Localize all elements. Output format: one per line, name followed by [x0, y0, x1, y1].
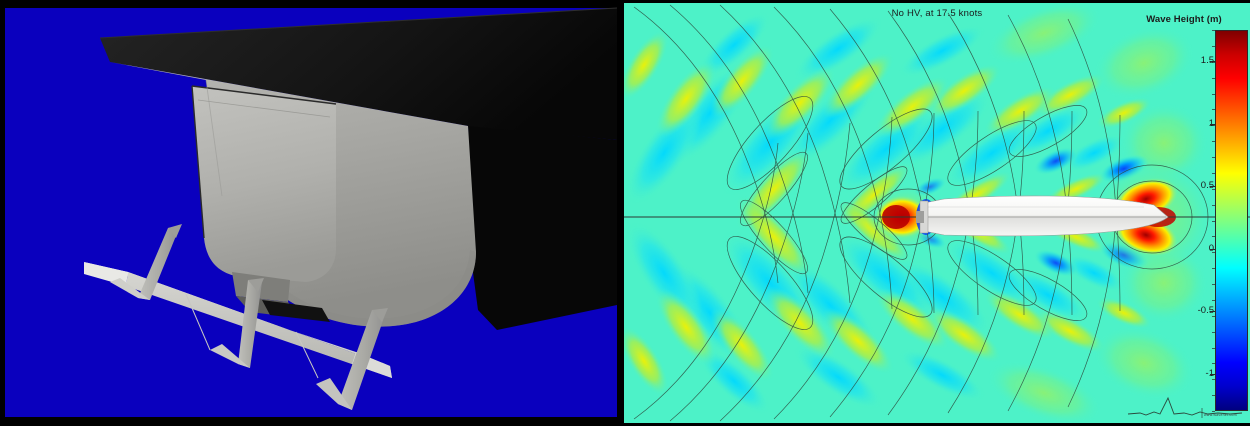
- plot-title: No HV, at 17.5 knots: [891, 8, 983, 19]
- colorbar-minor-tick: [1212, 45, 1215, 47]
- colorbar-minor-tick: [1212, 268, 1215, 270]
- colorbar-minor-tick: [1212, 331, 1215, 333]
- strut-middle: [210, 280, 262, 368]
- hull-side-shell-dark: [468, 125, 617, 330]
- colorbar-minor-tick: [1212, 77, 1215, 79]
- colorbar-tick-label: 0: [1209, 243, 1214, 254]
- colorbar-tick-label: 0.5: [1200, 180, 1214, 192]
- ship-hull-planform: [916, 195, 1169, 237]
- colorbar-minor-tick: [1212, 157, 1215, 158]
- strut-aft: [316, 310, 386, 410]
- wake-lobes-upper: [624, 3, 1208, 231]
- colorbar-tick-mark: [1210, 123, 1215, 125]
- hull-deck-top: [99, 7, 618, 140]
- colorbar-tick-mark: [1210, 248, 1215, 250]
- colorbar-minor-tick: [1212, 379, 1215, 381]
- colorbar-minor-tick: [1212, 109, 1215, 111]
- colorbar-tick-label: 1: [1209, 118, 1214, 129]
- colorbar-minor-tick: [1212, 299, 1215, 301]
- colorbar-minor-tick: [1212, 315, 1215, 317]
- colorbar-minor-tick: [1212, 204, 1215, 206]
- colorbar-minor-tick: [1212, 411, 1215, 412]
- colorbar-tick-mark: [1210, 311, 1215, 313]
- plot-credit: www.wavenet.com: [1204, 413, 1237, 417]
- colorbar-gradient: [1215, 30, 1248, 411]
- colorbar-title: Wave Height (m): [1146, 14, 1222, 25]
- strut-forward: [110, 226, 180, 300]
- colorbar-minor-tick: [1212, 93, 1215, 95]
- colorbar-minor-tick: [1212, 141, 1215, 143]
- colorbar-minor-tick: [1212, 125, 1215, 127]
- colorbar-minor-tick: [1212, 347, 1215, 349]
- cfd-wave-plot-panel: No HV, at 17.5 knots Wave Height (m) 1.5…: [624, 0, 1250, 426]
- colorbar-minor-tick: [1212, 61, 1215, 63]
- colorbar-tick-label: -1: [1206, 368, 1214, 379]
- colorbar-minor-tick: [1212, 363, 1215, 365]
- colorbar[interactable]: 1.5 1 0.5 0 -0.5 -1: [1198, 30, 1248, 412]
- inset-wave-cut-trace: [1127, 396, 1243, 418]
- colorbar-minor-tick: [1212, 30, 1215, 31]
- cad-geometry: [84, 7, 618, 410]
- colorbar-tick-label: -0.5: [1197, 305, 1214, 317]
- strut-hull-fillets: [168, 224, 388, 322]
- colorbar-minor-tick: [1212, 220, 1215, 222]
- cad-render-panel: [0, 0, 620, 426]
- cfd-contour-field: No HV, at 17.5 knots Wave Height (m) 1.5…: [624, 3, 1250, 423]
- colorbar-minor-tick: [1212, 236, 1215, 238]
- colorbar-minor-tick: [1212, 252, 1215, 254]
- wave-height-contours: [624, 3, 1250, 423]
- transom-panel: [191, 79, 337, 282]
- colorbar-tick-label: 1.5: [1200, 55, 1214, 67]
- colorbar-minor-tick: [1212, 395, 1215, 397]
- colorbar-tick-mark: [1210, 61, 1215, 63]
- colorbar-minor-tick: [1212, 188, 1215, 190]
- colorbar-minor-tick: [1212, 284, 1215, 285]
- colorbar-minor-tick: [1212, 172, 1215, 174]
- colorbar-tick-mark: [1210, 373, 1215, 375]
- colorbar-tick-mark: [1210, 186, 1215, 188]
- contour-lines: [633, 4, 1209, 422]
